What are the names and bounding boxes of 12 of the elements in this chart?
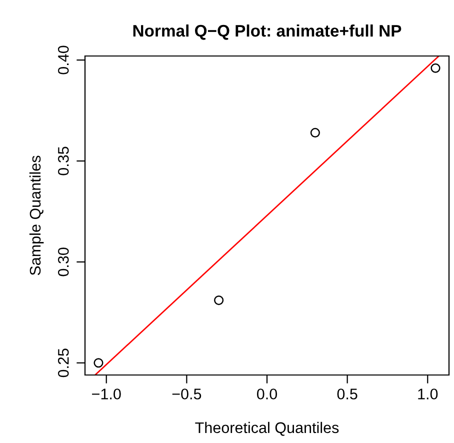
x-tick-label: 0.5 [337,388,358,400]
x-tick-label: 0.0 [256,388,278,400]
y-axis-title: Sample Quantiles [29,156,44,276]
chart-title: Normal Q−Q Plot: animate+full NP [133,24,402,40]
x-tick-label: −0.5 [172,388,202,400]
y-tick-label: 0.30 [58,248,69,276]
y-tick-label: 0.35 [58,146,69,176]
y-tick-label: 0.40 [58,46,69,74]
x-tick-label: 1.0 [418,388,438,400]
x-tick-label: −1.0 [92,388,121,400]
y-tick-label: 0.25 [58,348,69,378]
x-axis-title: Theoretical Quantiles [195,422,339,436]
